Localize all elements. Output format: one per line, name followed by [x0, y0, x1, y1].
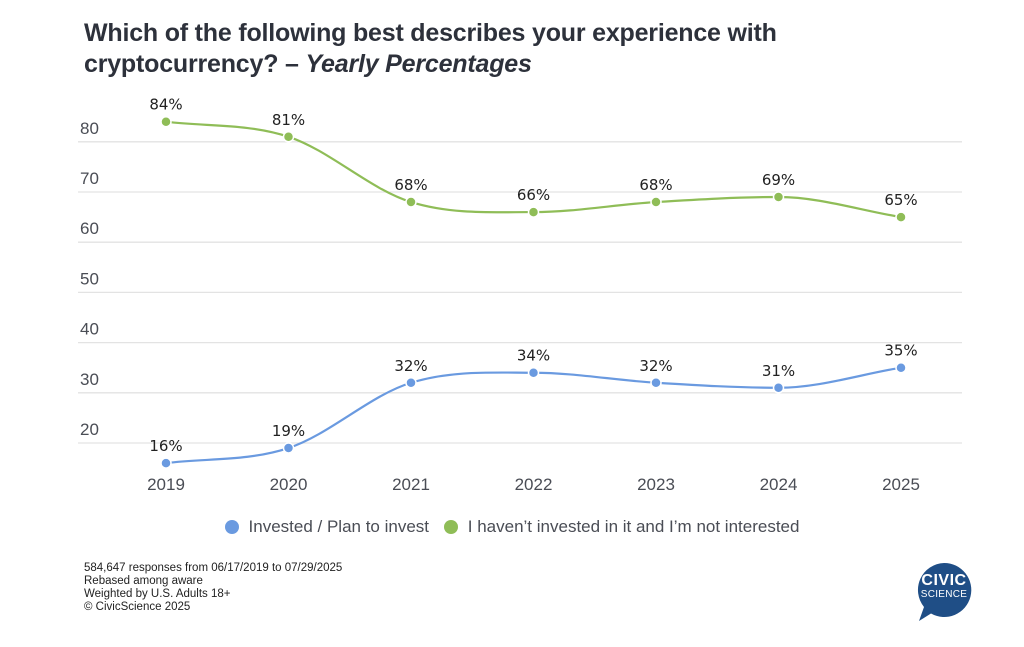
data-label: 81%	[272, 111, 305, 129]
x-tick-label: 2022	[515, 475, 553, 494]
civicscience-logo	[917, 562, 972, 621]
x-tick-label: 2021	[392, 475, 430, 494]
y-tick-label: 50	[80, 269, 99, 288]
logo-text-science: SCIENCE	[920, 589, 968, 600]
legend-label-invested: Invested / Plan to invest	[248, 517, 430, 536]
data-label: 66%	[517, 186, 550, 204]
data-point[interactable]	[160, 457, 172, 469]
series-not-interested: 84% 81% 68% 66% 68% 69% 65%	[149, 96, 918, 223]
gridlines	[78, 141, 962, 444]
data-label: 68%	[394, 176, 427, 194]
y-tick-label: 40	[80, 320, 99, 339]
legend-item-not-interested[interactable]: I haven’t invested in it and I’m not int…	[443, 517, 800, 537]
data-label: 32%	[394, 357, 427, 375]
data-label: 65%	[884, 191, 917, 209]
data-label: 35%	[884, 342, 917, 360]
x-tick-label: 2025	[882, 475, 920, 494]
y-tick-label: 30	[80, 370, 99, 389]
chart-subtitle: Yearly Percentages	[305, 50, 532, 78]
data-point[interactable]	[772, 191, 785, 203]
x-tick-label: 2023	[637, 475, 675, 494]
data-point[interactable]	[527, 366, 540, 379]
chart-title-main: Which of the following best describes yo…	[84, 19, 777, 78]
data-point[interactable]	[772, 382, 785, 394]
footnote-weighted: Weighted by U.S. Adults 18+	[84, 588, 231, 600]
data-point[interactable]	[282, 442, 295, 454]
series-group: 16% 19% 32% 34% 32% 31% 35% 84% 81% 68% 66% 68% 69% 6…	[149, 96, 918, 469]
legend-marker-invested	[224, 520, 239, 534]
chart-title-separator: –	[278, 50, 306, 78]
data-point[interactable]	[650, 196, 662, 208]
speech-bubble-icon	[917, 562, 972, 621]
footnote-responses: 584,647 responses from 06/17/2019 to 07/…	[84, 562, 343, 574]
y-tick-label: 70	[80, 169, 99, 188]
data-label: 69%	[762, 171, 795, 189]
footnote-copyright: © CivicScience 2025	[84, 601, 191, 613]
data-point[interactable]	[650, 377, 662, 389]
footnote-rebased: Rebased among aware	[84, 575, 203, 587]
data-point[interactable]	[405, 196, 417, 208]
x-tick-label: 2024	[760, 475, 798, 494]
legend: Invested / Plan to invest I haven’t inve…	[0, 517, 1024, 539]
data-label: 31%	[762, 362, 795, 380]
x-axis-ticks: 2019 2020 2021 2022 2023 2024 2025	[147, 475, 920, 494]
data-point[interactable]	[160, 115, 172, 128]
data-label: 32%	[639, 357, 672, 375]
logo-text-civic: CIVIC	[921, 572, 967, 589]
y-tick-label: 80	[80, 119, 99, 138]
series-line	[165, 366, 902, 465]
legend-item-invested[interactable]: Invested / Plan to invest	[224, 517, 430, 537]
legend-marker-not-interested	[443, 520, 458, 534]
x-tick-label: 2019	[147, 475, 185, 494]
data-point[interactable]	[405, 377, 417, 389]
logo-text: CIVIC SCIENCE	[913, 572, 975, 600]
footnote: 584,647 responses from 06/17/2019 to 07/…	[84, 562, 342, 614]
data-label: 34%	[517, 347, 550, 365]
data-label: 84%	[149, 96, 182, 114]
data-point[interactable]	[895, 361, 907, 374]
y-tick-label: 60	[80, 219, 99, 238]
legend-label-not-interested: I haven’t invested in it and I’m not int…	[467, 517, 800, 536]
data-label: 68%	[639, 176, 672, 194]
data-label: 16%	[149, 437, 182, 455]
y-tick-label: 20	[80, 420, 99, 439]
chart-title: Which of the following best describes yo…	[84, 18, 884, 80]
data-point[interactable]	[527, 206, 540, 218]
data-point[interactable]	[895, 211, 907, 223]
x-tick-label: 2020	[270, 475, 308, 494]
series-invested: 16% 19% 32% 34% 32% 31% 35%	[149, 342, 918, 469]
data-point[interactable]	[282, 131, 295, 143]
data-label: 19%	[272, 422, 305, 440]
y-axis-ticks: 20 30 40 50 60 70 80	[80, 119, 99, 439]
